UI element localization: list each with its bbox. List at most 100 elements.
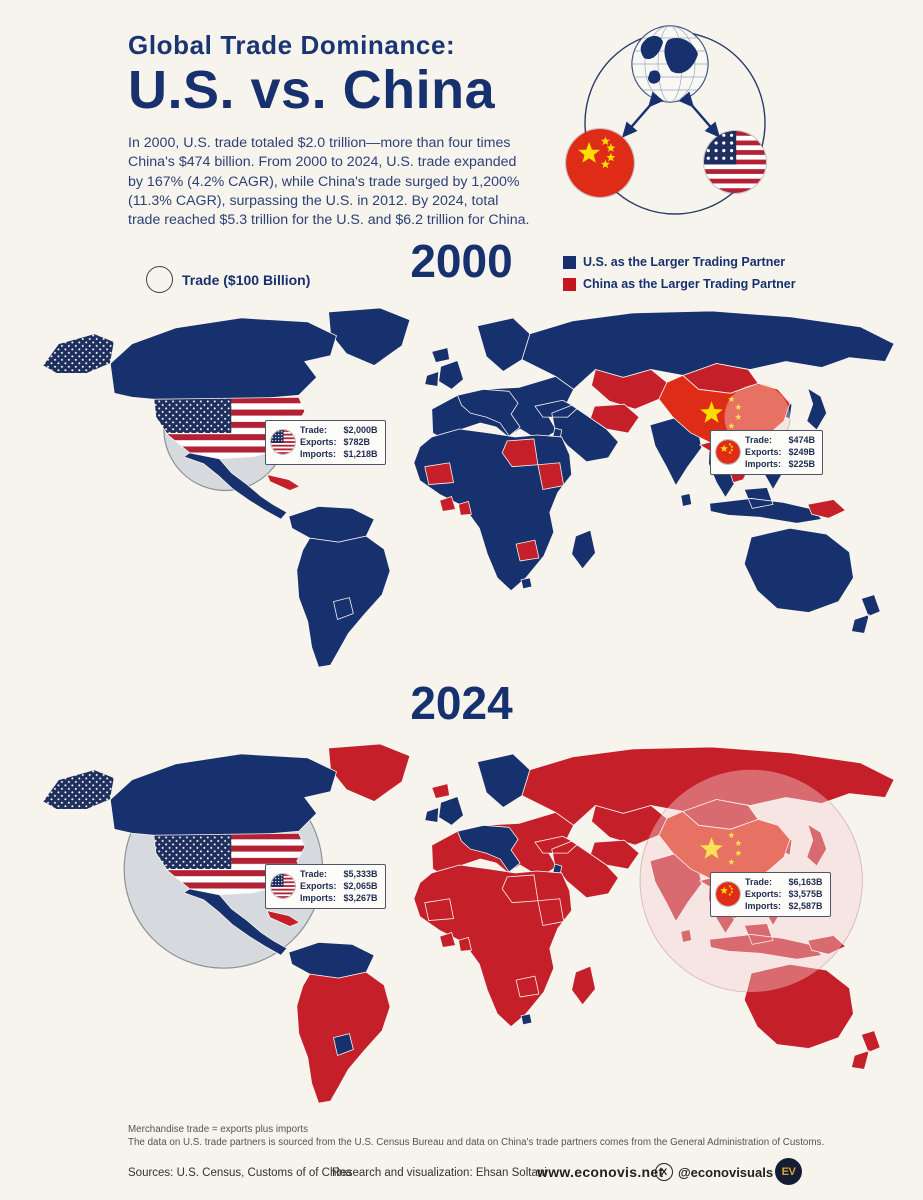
- region-zambia: [515, 975, 540, 998]
- stat-value: $3,575B: [788, 888, 823, 899]
- year-heading-2024: 2024: [410, 677, 513, 729]
- stat-value: $1,218B: [343, 448, 378, 459]
- year-heading-2000: 2000: [410, 235, 513, 287]
- region-wafrica_a: [439, 932, 456, 948]
- stat-label: Exports:: [745, 446, 782, 457]
- region-paraguay: [333, 1033, 354, 1056]
- china-flag-icon: [716, 882, 740, 907]
- alaska-flag-region: [42, 769, 115, 810]
- stat-value: $2,065B: [343, 880, 378, 891]
- bubble-size-legend: Trade ($100 Billion): [146, 266, 310, 293]
- region-nz: [851, 1030, 881, 1070]
- region-ireland: [424, 371, 440, 387]
- region-australia: [743, 527, 854, 613]
- us-flag-icon: [271, 430, 295, 455]
- china-flag-icon: [566, 129, 634, 197]
- region-sa_north: [288, 505, 375, 543]
- globe-icon: [631, 25, 709, 103]
- region-cuba: [266, 910, 301, 927]
- callout-stats: Trade: $2,000B Exports: $782B Imports: $1,2…: [300, 425, 378, 460]
- intro-paragraph: In 2000, U.S. trade totaled $2.0 trillio…: [128, 135, 530, 229]
- stat-label: Imports:: [745, 458, 781, 469]
- china-flag-icon: [716, 440, 740, 465]
- exchange-arrow-left-icon: [621, 91, 664, 138]
- world-map-2024: Trade: $5,333B Exports: $2,065B Imports: $3…: [15, 742, 908, 1114]
- region-madagascar: [571, 529, 596, 570]
- stat-value: $782B: [343, 436, 371, 447]
- china-color-swatch: [563, 277, 576, 291]
- region-nz: [851, 594, 881, 634]
- china-trade-callout-2000: Trade: $474B Exports: $249B Imports: $225B: [710, 430, 824, 475]
- region-russia: [521, 746, 895, 826]
- region-zambia: [515, 539, 540, 562]
- stat-label: Trade:: [300, 869, 328, 879]
- choropleth-2024: [42, 743, 895, 1104]
- stat-label: Trade:: [745, 877, 773, 887]
- region-indonesia: [709, 923, 823, 960]
- logo-text: EV: [781, 1165, 796, 1178]
- callout-stats: Trade: $5,333B Exports: $2,065B Imports: $3…: [300, 869, 378, 904]
- callout-stats: Trade: $474B Exports: $249B Imports: $225B: [745, 435, 815, 470]
- footnote-data-sources: The data on U.S. trade partners is sourc…: [128, 1137, 825, 1148]
- region-mauritania: [424, 898, 454, 921]
- stat-value: $225B: [788, 458, 816, 469]
- region-wafrica_b: [458, 937, 472, 952]
- callout-stats: Trade: $6,163B Exports: $3,575B Imports: $2…: [745, 877, 823, 912]
- region-madagascar: [571, 965, 596, 1006]
- region-japan: [806, 387, 828, 431]
- trade-triangle-diagram: [550, 10, 840, 228]
- region-uk: [438, 360, 464, 390]
- region-iceland: [431, 783, 450, 799]
- legend-item-us-label: U.S. as the Larger Trading Partner: [583, 255, 786, 269]
- website-link[interactable]: www.econovis.net: [537, 1164, 664, 1180]
- region-libya: [501, 438, 539, 468]
- region-wafrica_b: [458, 501, 472, 516]
- china-trade-callout-2024: Trade: $6,163B Exports: $3,575B Imports: $2…: [710, 872, 831, 917]
- region-russia: [521, 310, 895, 390]
- region-africa: [413, 864, 573, 1028]
- region-lesotho: [520, 1013, 533, 1026]
- stat-label: Imports:: [300, 448, 336, 459]
- china-flag-region: [658, 810, 791, 888]
- legend-item-china-label: China as the Larger Trading Partner: [583, 277, 796, 291]
- x-twitter-icon: X: [655, 1163, 673, 1181]
- stat-label: Exports:: [300, 436, 337, 447]
- region-sudan: [537, 898, 565, 926]
- region-uk: [438, 796, 464, 826]
- stat-label: Trade:: [745, 435, 773, 445]
- stat-label: Imports:: [745, 900, 781, 911]
- color-legend: U.S. as the Larger Trading Partner China…: [563, 255, 796, 299]
- footer-sources: Sources: U.S. Census, Customs of of Chin…: [128, 1167, 352, 1179]
- region-lesotho: [520, 577, 533, 590]
- social-handle-text: @econovisuals: [678, 1164, 774, 1180]
- region-indonesia: [709, 487, 823, 524]
- legend-item-china: China as the Larger Trading Partner: [563, 277, 796, 291]
- exchange-arrow-right-icon: [678, 91, 721, 138]
- choropleth-2000: [42, 307, 895, 668]
- stat-value: $5,333B: [343, 869, 378, 879]
- region-sudan: [537, 462, 565, 490]
- region-wafrica_a: [439, 496, 456, 512]
- header: Global Trade Dominance: U.S. vs. China I…: [128, 30, 548, 245]
- us-trade-callout-2000: Trade: $2,000B Exports: $782B Imports: $1,2…: [265, 420, 386, 465]
- region-central_asia: [591, 369, 668, 410]
- us-flag-icon: [704, 131, 766, 193]
- region-png: [807, 499, 846, 519]
- alaska-flag-region: [42, 333, 115, 374]
- social-handle[interactable]: X @econovisuals: [655, 1163, 773, 1181]
- footer-research-credit: Research and visualization: Ehsan Soltan…: [332, 1167, 547, 1179]
- stat-value: $2,587B: [788, 900, 823, 911]
- region-australia: [743, 963, 854, 1049]
- stat-value: $2,000B: [343, 425, 378, 435]
- region-sa_north: [288, 941, 375, 979]
- triangle-ring-graphic: [584, 25, 766, 215]
- region-iceland: [431, 347, 450, 363]
- stat-value: $249B: [788, 446, 816, 457]
- size-legend-label: Trade ($100 Billion): [182, 271, 311, 288]
- us-flag-icon: [271, 874, 295, 899]
- legend-item-us: U.S. as the Larger Trading Partner: [563, 255, 796, 269]
- region-paraguay: [333, 597, 354, 620]
- stat-label: Exports:: [745, 888, 782, 899]
- region-greenland: [328, 307, 411, 366]
